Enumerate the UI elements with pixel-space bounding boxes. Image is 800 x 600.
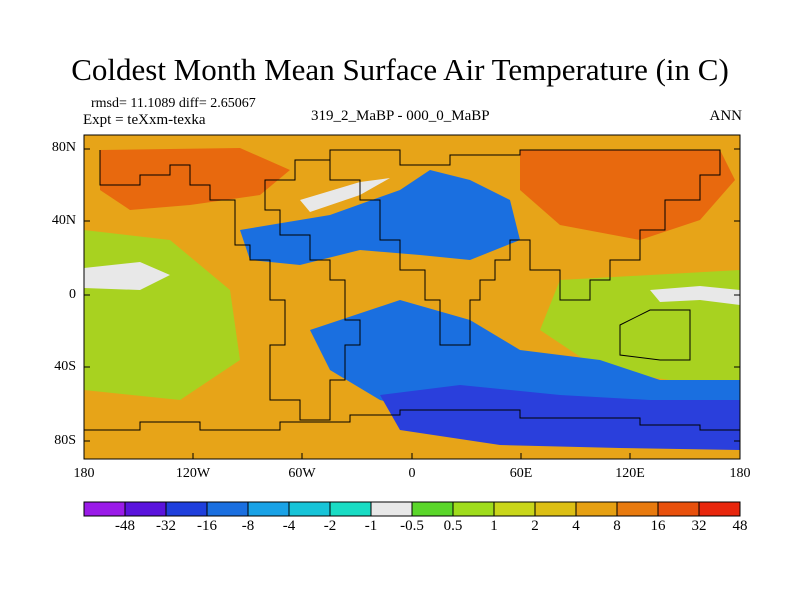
colorbar-box: [124, 501, 167, 517]
field-region-hot-nw: [100, 148, 290, 210]
lon-label-180w: 180: [73, 466, 95, 481]
colorbar-label: -32: [156, 518, 176, 534]
colorbar-box: [698, 501, 741, 517]
colorbar-box: [616, 501, 659, 517]
lat-label-40n: 40N: [51, 213, 76, 228]
colorbar-box: [165, 501, 208, 517]
colorbar-label: 32: [691, 518, 707, 534]
colorbar-box: [83, 501, 126, 517]
colorbar-box: [370, 501, 413, 517]
lat-label-equator: 0: [69, 287, 76, 302]
colorbar-box: [288, 501, 331, 517]
colorbar-box: [411, 501, 454, 517]
colorbar-label: -16: [197, 518, 217, 534]
lon-label-180e: 180: [729, 466, 751, 481]
colorbar-label: -0.5: [400, 518, 424, 534]
colorbar-label: -1: [364, 518, 378, 534]
colorbar-label: 16: [650, 518, 666, 534]
colorbar-label: -2: [323, 518, 337, 534]
field-region-neutral-west: [84, 262, 170, 290]
colorbar-box: [575, 501, 618, 517]
colorbar-box: [657, 501, 700, 517]
colorbar-label: 1: [490, 518, 498, 534]
colorbar-box: [206, 501, 249, 517]
colorbar-label: 4: [572, 518, 580, 534]
colorbar-label: -8: [241, 518, 255, 534]
colorbar-label: -48: [115, 518, 135, 534]
colorbar-box: [534, 501, 577, 517]
field-region-hot-ne: [520, 150, 735, 240]
coastline-eurasia-africa: [329, 149, 721, 346]
axis-ticks: [84, 148, 740, 459]
colorbar-box: [452, 501, 495, 517]
experiment-label: Expt = teXxm-texka: [83, 112, 206, 128]
season-label: ANN: [709, 108, 743, 124]
colorbar-box: [329, 501, 372, 517]
field-region-neutral-east: [650, 286, 740, 305]
lat-label-80s: 80S: [54, 433, 76, 448]
coastline-antarctica: [84, 409, 740, 431]
colorbar-box: [493, 501, 536, 517]
chart-title: Coldest Month Mean Surface Air Temperatu…: [71, 52, 729, 87]
field-region-neutral-north: [300, 178, 390, 212]
temperature-field: [84, 135, 740, 459]
lon-label-60e: 60E: [509, 466, 533, 481]
lat-label-80n: 80N: [51, 140, 76, 155]
lon-label-120w: 120W: [175, 466, 211, 481]
lat-label-40s: 40S: [54, 359, 76, 374]
colorbar-label: 0.5: [443, 518, 463, 534]
lon-label-0: 0: [408, 466, 416, 481]
colorbar-label: 48: [732, 518, 748, 534]
rmsd-stats: rmsd= 11.1089 diff= 2.65067: [91, 96, 256, 111]
coastlines: [84, 149, 740, 431]
lon-label-120e: 120E: [615, 466, 645, 481]
coastline-americas: [99, 150, 361, 421]
coastline-australia: [619, 309, 691, 361]
colorbar-box: [247, 501, 290, 517]
colorbar-label: -4: [282, 518, 296, 534]
colorbar-label: 2: [531, 518, 539, 534]
lon-label-60w: 60W: [288, 466, 316, 481]
difference-label: 319_2_MaBP - 000_0_MaBP: [311, 108, 490, 124]
colorbar-label: 8: [613, 518, 621, 534]
colorbar: [83, 501, 741, 517]
